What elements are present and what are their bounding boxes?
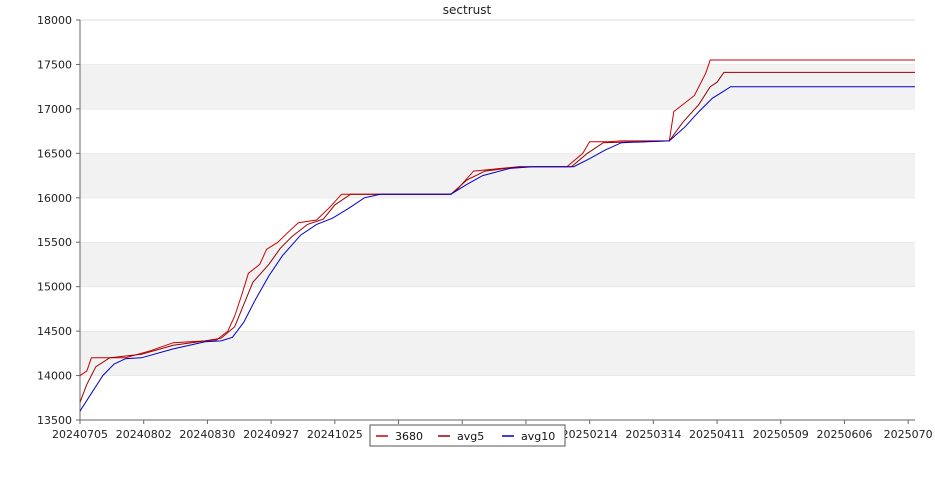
x-tick-label: 20250314 [625, 428, 681, 441]
grid-band [80, 375, 915, 420]
legend-box [369, 424, 566, 447]
grid-band [80, 197, 915, 243]
axes [79, 20, 915, 421]
legend-label-avg5: avg5 [457, 430, 484, 443]
y-tick-label: 14000 [37, 370, 72, 383]
grid-band [80, 20, 915, 65]
series-line-3680 [79, 59, 915, 377]
legend: 3680 avg5 avg10 [369, 424, 566, 447]
x-tick-label: 20240705 [52, 428, 108, 441]
x-tick-label: 20240830 [179, 428, 235, 441]
x-axis-ticks: 20240705 20240802 20240830 20240927 20241025… [52, 420, 933, 441]
grid-band [80, 331, 915, 376]
y-tick-label: 15000 [37, 281, 72, 294]
chart-title: sectrust [443, 3, 492, 17]
x-tick-label: 2025070 [884, 428, 933, 441]
y-tick-label: 13500 [37, 414, 72, 427]
grid-bands [80, 19, 915, 420]
y-tick-label: 18000 [37, 14, 72, 27]
x-tick-label: 20250411 [689, 428, 745, 441]
x-tick-label: 20241025 [307, 428, 363, 441]
grid-band [80, 153, 915, 198]
series-line-avg5 [79, 71, 915, 403]
grid-band [80, 242, 915, 287]
y-tick-label: 16000 [37, 192, 72, 205]
x-tick-label: 20240802 [116, 428, 172, 441]
y-tick-label: 17000 [37, 103, 72, 116]
x-tick-label: 20240927 [243, 428, 299, 441]
series-lines [79, 59, 915, 412]
grid-band [80, 108, 915, 154]
legend-label-3680: 3680 [395, 430, 423, 443]
y-tick-label: 17500 [37, 58, 72, 71]
series-line-avg10 [79, 86, 915, 412]
x-tick-label: 20250606 [816, 428, 872, 441]
y-tick-label: 15500 [37, 236, 72, 249]
y-tick-label: 14500 [37, 325, 72, 338]
x-tick-label: 20250214 [562, 428, 618, 441]
y-axis-ticks: 13500 14000 14500 15000 15500 16000 16500 17000… [37, 14, 80, 427]
y-tick-label: 16500 [37, 147, 72, 160]
legend-label-avg10: avg10 [521, 430, 555, 443]
x-tick-label: 20250509 [753, 428, 809, 441]
grid-band [80, 286, 915, 332]
